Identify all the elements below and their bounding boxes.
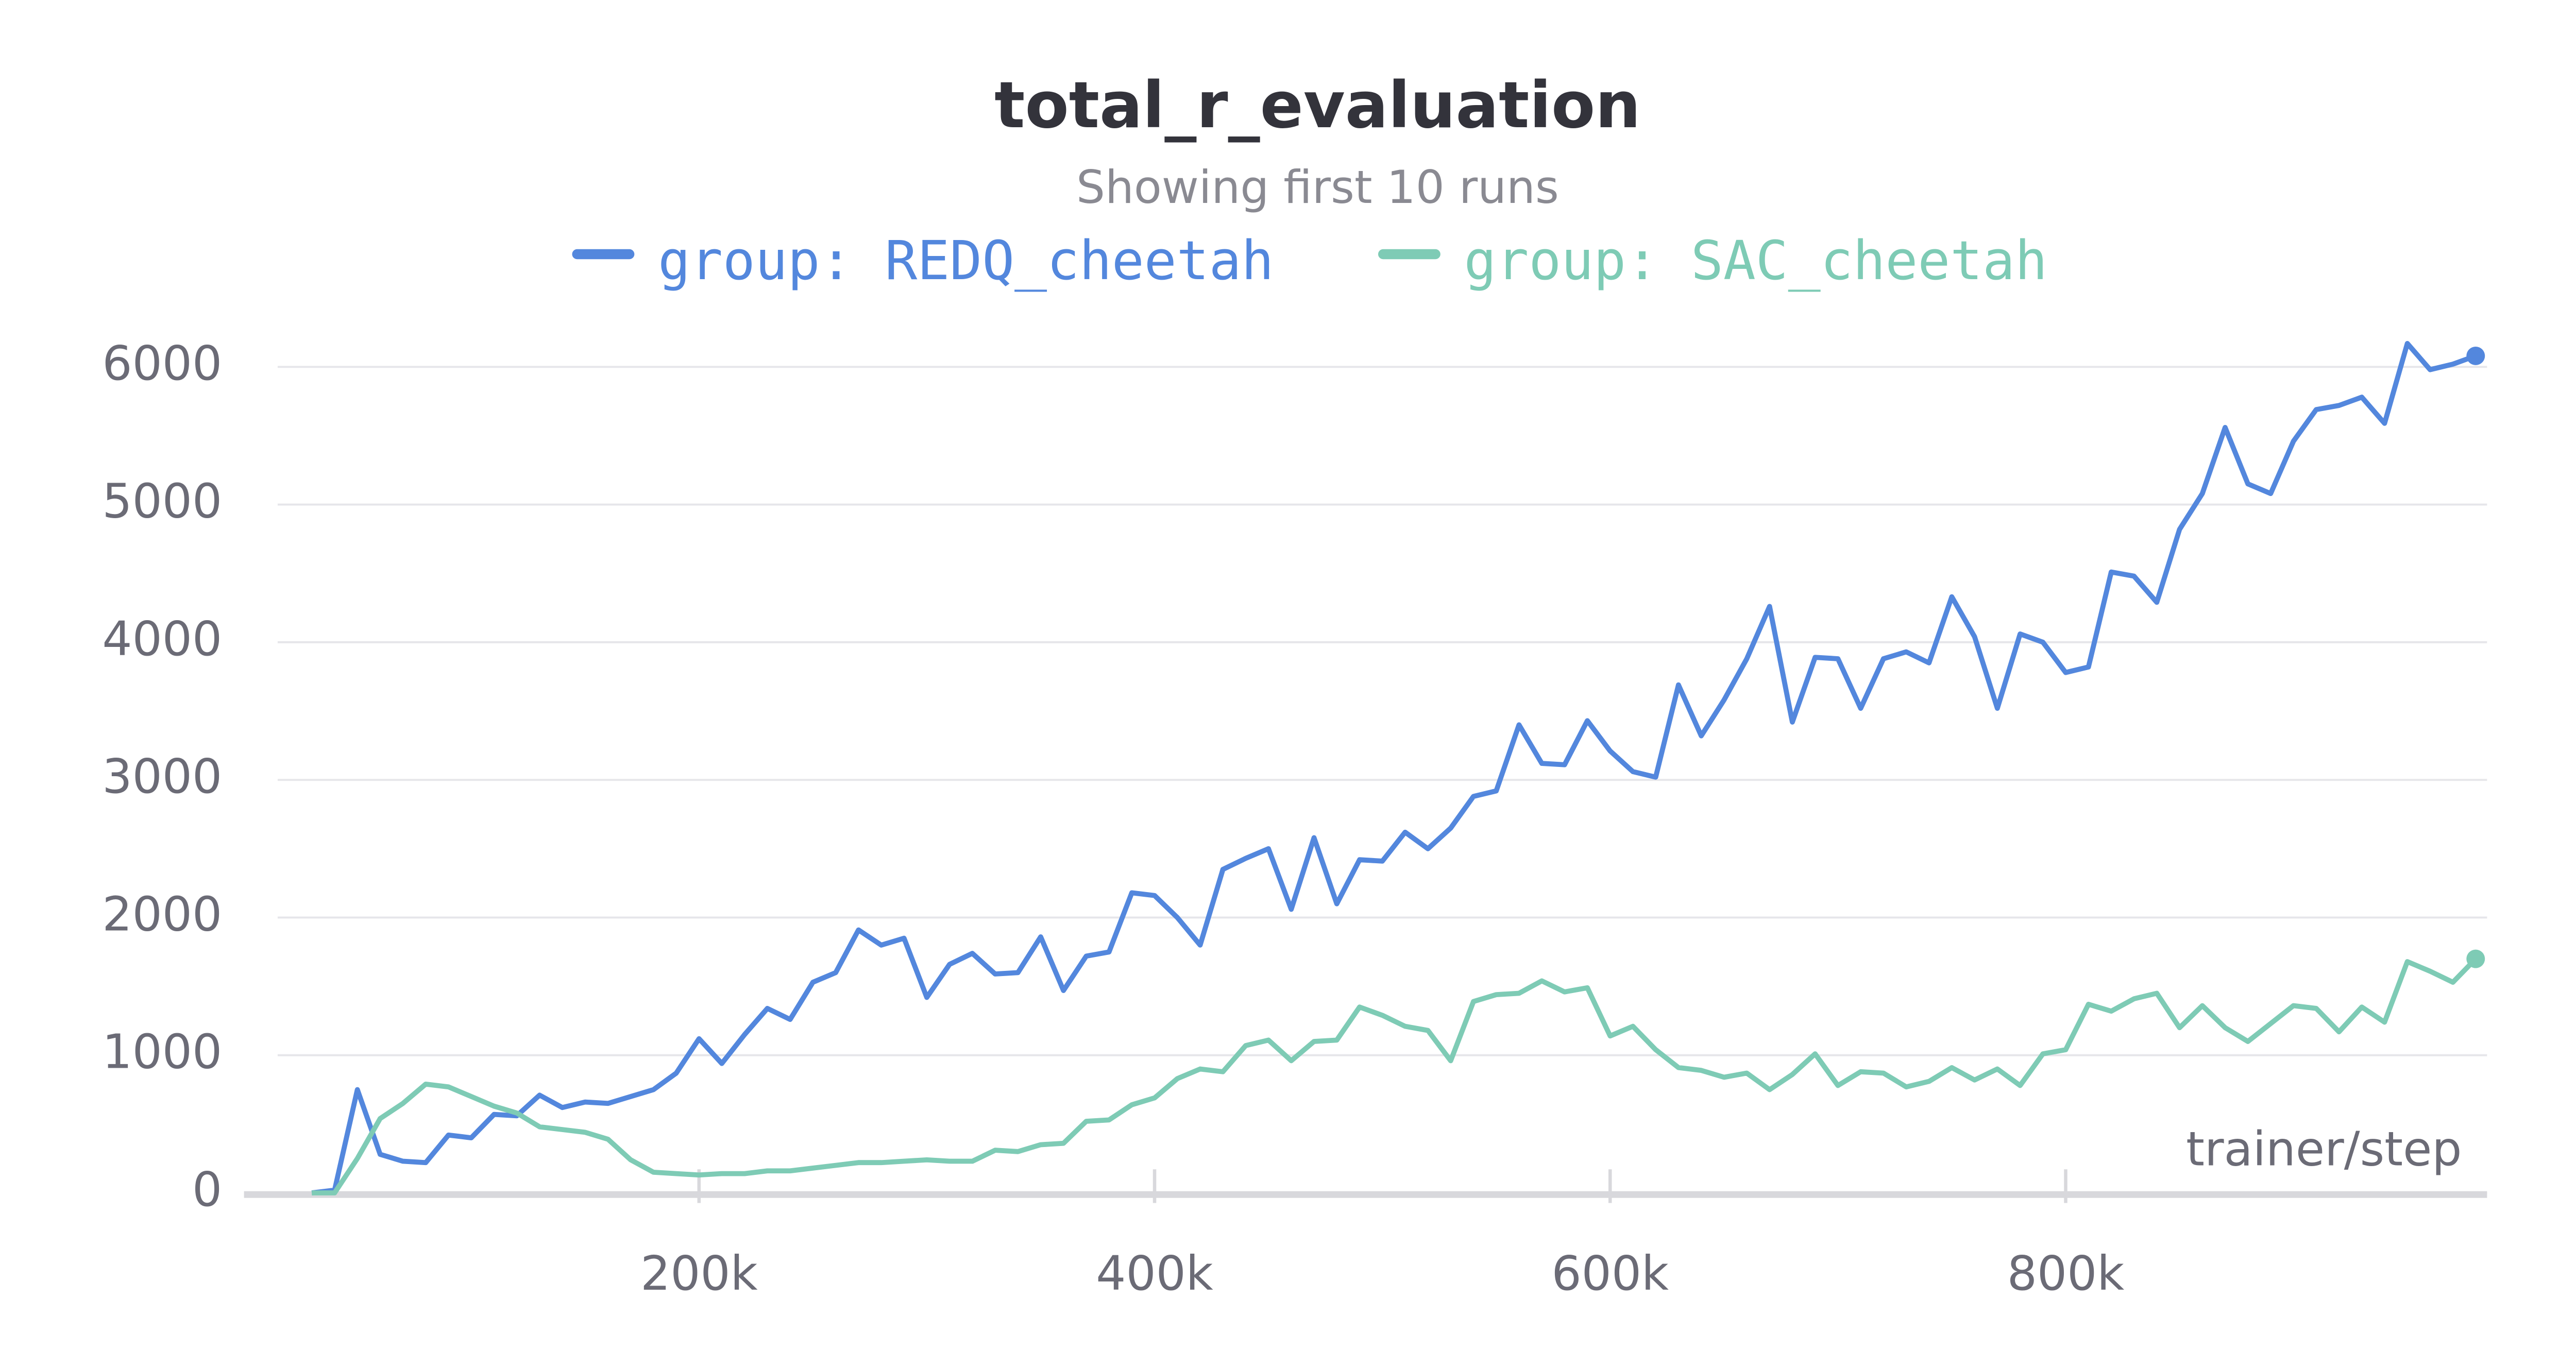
x-tick-label: 400k: [1096, 1246, 1213, 1301]
y-tick-label: 3000: [102, 749, 222, 804]
x-tick-label: 800k: [2007, 1246, 2125, 1301]
plot-area: 0 1000 2000 3000 4000 5000 6000 200k 400k 600k 800…: [102, 336, 2487, 1301]
chart-subtitle: Showing first 10 runs: [1076, 161, 1559, 214]
series-line: [312, 957, 2478, 1195]
end-point: [2466, 346, 2485, 365]
y-tick-label: 4000: [102, 611, 222, 666]
y-tick-label: 2000: [102, 886, 222, 942]
x-tick-label: 600k: [1552, 1246, 1669, 1301]
y-tick-label: 1000: [102, 1024, 222, 1080]
legend-label: group: REDQ_cheetah: [658, 229, 1274, 292]
y-tick-label: 6000: [102, 336, 222, 391]
legend: group: REDQ_cheetah group: SAC_cheetah: [572, 229, 2047, 292]
x-axis-label: trainer/step: [2186, 1122, 2462, 1177]
x-tick-label: 200k: [640, 1246, 758, 1301]
legend-label: group: SAC_cheetah: [1464, 229, 2047, 292]
end-point: [2466, 949, 2485, 968]
chart-title: total_r_evaluation: [994, 69, 1641, 143]
series-line: [311, 340, 2477, 1195]
y-tick-label: 5000: [102, 474, 222, 529]
y-tick-label: 0: [192, 1162, 222, 1217]
